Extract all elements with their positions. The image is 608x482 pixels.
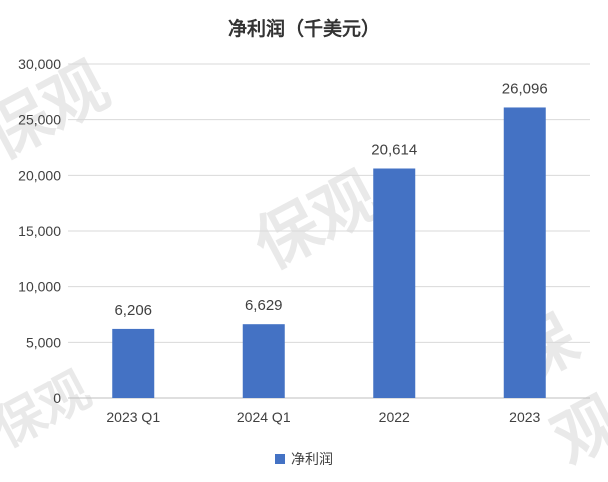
data-label: 20,614: [371, 141, 417, 158]
legend-swatch: [275, 454, 285, 464]
data-label: 6,629: [245, 297, 283, 314]
y-tick-label: 0: [53, 390, 61, 406]
bar: [242, 324, 285, 398]
x-tick-label: 2023: [509, 409, 540, 425]
y-tick-label: 5,000: [26, 334, 61, 350]
y-tick-label: 20,000: [18, 167, 61, 183]
y-tick-label: 10,000: [18, 279, 61, 295]
x-tick-label: 2023 Q1: [106, 409, 160, 425]
data-label: 6,206: [114, 302, 152, 319]
legend-label: 净利润: [291, 452, 333, 468]
y-tick-label: 30,000: [18, 56, 61, 72]
chart-title: 净利润（千美元）: [227, 18, 380, 40]
bar: [373, 168, 416, 398]
data-label: 26,096: [502, 80, 548, 97]
y-tick-label: 25,000: [18, 112, 61, 128]
y-tick-label: 15,000: [18, 223, 61, 239]
x-tick-label: 2024 Q1: [237, 409, 291, 425]
x-tick-label: 2022: [379, 409, 410, 425]
bar: [503, 107, 546, 398]
bar: [112, 328, 155, 398]
legend: 净利润: [0, 449, 608, 469]
